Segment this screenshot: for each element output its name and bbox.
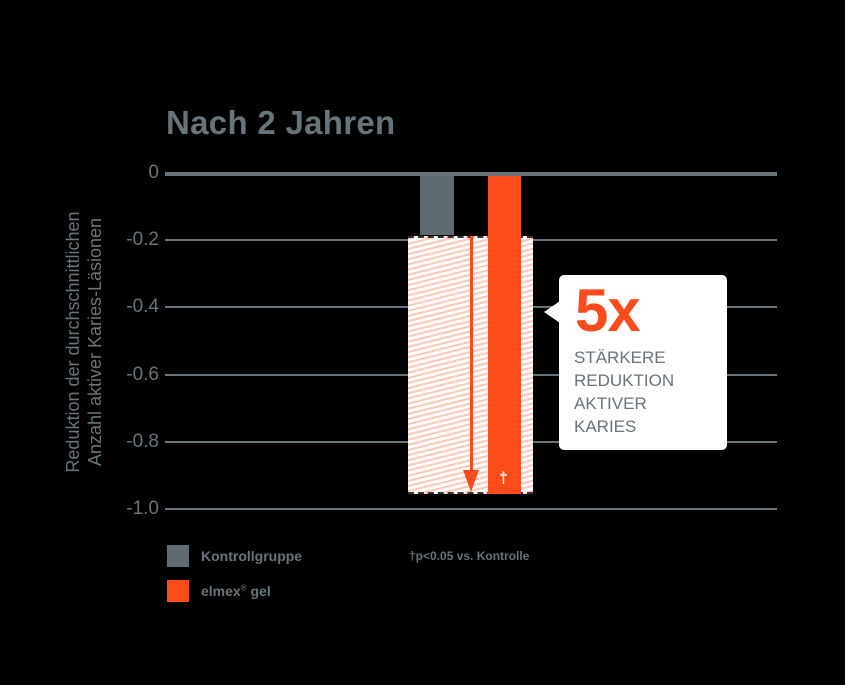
zero-baseline [165,172,777,176]
y-tick-1: -0.2 [126,229,159,250]
y-tick-4: -0.8 [126,431,159,452]
bar-kontrollgruppe [420,173,454,235]
arrow-shaft [470,236,473,476]
callout-line: REDUKTION [574,371,675,390]
y-tick-3: -0.6 [126,364,159,385]
legend-item-kontrollgruppe: Kontrollgruppe [167,545,302,567]
bar-elmex-gel [488,173,521,494]
legend-label: Kontrollgruppe [201,548,303,564]
arrow-down-icon [463,470,479,492]
y-tick-2: -0.4 [126,296,159,317]
legend-elmex-suffix: gel [246,583,271,599]
gridline [165,508,777,510]
callout-multiplier: 5x [575,277,641,344]
callout-text: STÄRKERE REDUKTION AKTIVER KARIES [574,346,674,438]
callout-line: KARIES [574,417,637,436]
callout-pointer [544,301,560,323]
registered-mark: ® [240,583,247,593]
dagger-marker: † [499,470,508,487]
callout-line: AKTIVER [574,394,647,413]
legend-swatch-control [167,545,189,567]
footnote: †p<0.05 vs. Kontrolle [409,549,530,563]
y-axis-label-line2: Anzahl aktiver Karies-Läsionen [85,217,105,467]
legend-label: elmex® gel [201,583,271,599]
y-axis-label: Reduktion der durchschnittlichen Anzahl … [56,172,112,512]
chart-title: Nach 2 Jahren [166,104,396,141]
legend-swatch-elmex [167,580,189,602]
legend-elmex-name: elmex [201,583,241,599]
y-tick-5: -1.0 [126,498,159,519]
callout-box [559,275,727,450]
legend-item-elmex: elmex® gel [167,580,271,602]
callout-line: STÄRKERE [574,348,666,367]
y-axis-label-line1: Reduktion der durchschnittlichen [63,211,83,473]
y-tick-0: 0 [148,162,159,183]
